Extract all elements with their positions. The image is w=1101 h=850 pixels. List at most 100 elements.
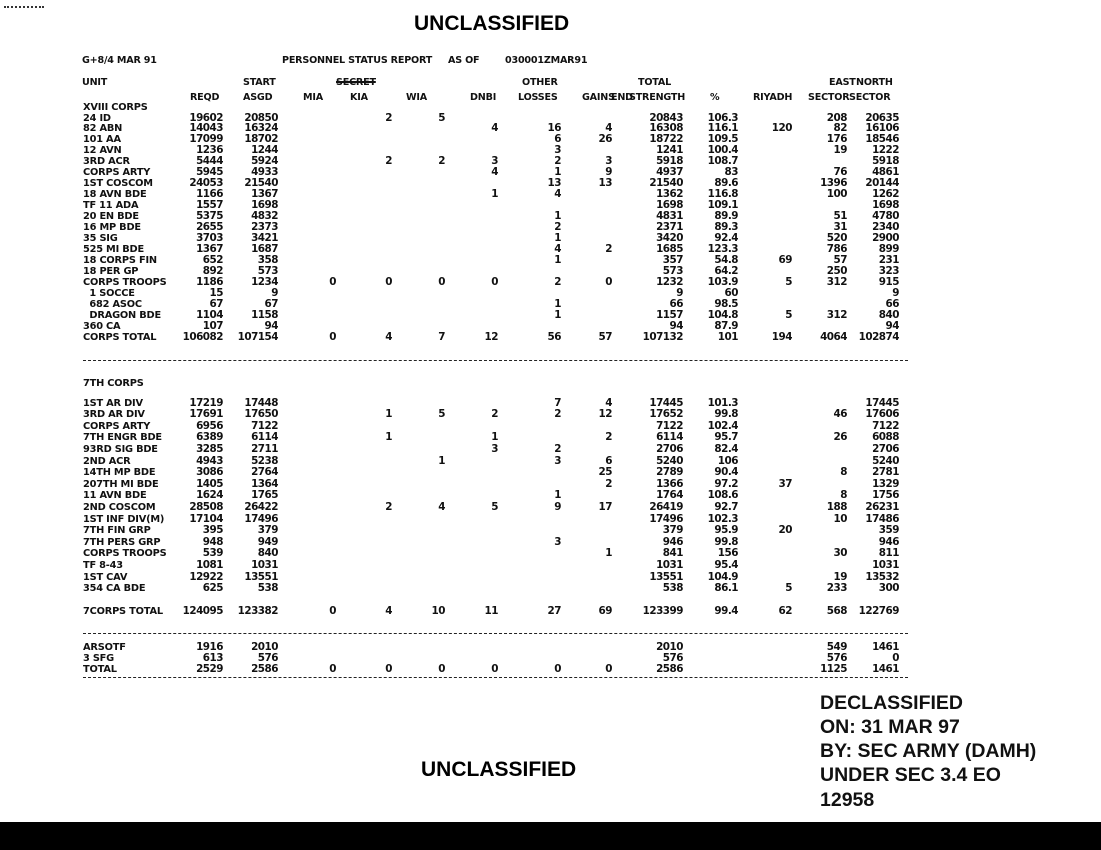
cell-east-sector: 100 — [826, 188, 848, 201]
header-asgd: ASGD — [243, 92, 273, 103]
cell-asgd: 5924 — [251, 155, 278, 168]
cell-wia: 5 — [438, 408, 445, 421]
cell-other-losses: 2 — [554, 442, 561, 455]
cell-end-strength: 576 — [662, 651, 684, 664]
cell-other-losses: 1 — [554, 297, 561, 310]
header-end: END — [611, 92, 633, 103]
header-other: OTHER — [522, 77, 558, 88]
cell-reqd: 395 — [202, 524, 224, 537]
cell-end-strength: 5918 — [656, 155, 683, 168]
cell-asgd: 26422 — [244, 500, 278, 513]
cell-end-strength: 1698 — [656, 199, 683, 212]
cell-wia: 2 — [438, 155, 445, 168]
cell-asgd: 6114 — [251, 431, 278, 444]
cell-north-sector: 17445 — [865, 396, 899, 409]
cell-mia: 0 — [329, 330, 336, 343]
cell-kia: 0 — [385, 275, 392, 288]
cell-north-sector: 9 — [892, 286, 899, 299]
cell-gains: 0 — [605, 275, 612, 288]
cell-percent: 101 — [717, 330, 739, 343]
cell-dnbi: 0 — [491, 662, 498, 675]
cell-east-sector: 31 — [833, 221, 848, 233]
cell-mia: 0 — [329, 662, 336, 675]
cell-other-losses: 2 — [554, 275, 561, 288]
cell-asgd: 1687 — [251, 242, 278, 255]
cell-asgd: 17650 — [244, 408, 278, 421]
declassification-line: ON: 31 MAR 97 — [820, 716, 960, 738]
unit-name: 7TH FIN GRP — [83, 525, 151, 537]
cell-dnbi: 1 — [491, 431, 498, 444]
cell-end-strength: 1366 — [656, 477, 683, 490]
cell-gains: 6 — [605, 454, 612, 467]
classification-marking-bottom: UNCLASSIFIED — [421, 758, 577, 781]
cell-end-strength: 3420 — [656, 231, 683, 244]
cell-reqd: 17104 — [189, 512, 223, 525]
cell-reqd: 1186 — [196, 275, 223, 288]
cell-end-strength: 4937 — [656, 166, 683, 179]
cell-north-sector: 94 — [885, 319, 900, 332]
cell-reqd: 124095 — [182, 604, 224, 617]
cell-asgd: 123382 — [237, 604, 279, 617]
cell-asgd: 1765 — [251, 489, 278, 502]
cell-end-strength: 573 — [662, 264, 684, 277]
cell-asgd: 2586 — [251, 662, 278, 675]
unit-name: 360 CA — [83, 320, 121, 332]
cell-riyadh: 5 — [785, 275, 792, 288]
unit-name: 1ST AR DIV — [83, 397, 143, 409]
cell-east-sector: 520 — [826, 231, 848, 244]
cell-reqd: 6389 — [196, 431, 223, 444]
cell-asgd: 13551 — [244, 570, 278, 583]
header-strength: STRENGTH — [629, 92, 686, 103]
cell-percent: 104.8 — [707, 308, 739, 321]
cell-percent: 99.4 — [714, 604, 738, 617]
cell-asgd: 1244 — [251, 144, 278, 157]
header-wia: WIA — [406, 92, 427, 103]
cell-north-sector: 899 — [878, 242, 900, 255]
header-dnbi: DNBI — [470, 92, 497, 103]
cell-north-sector: 13532 — [865, 570, 899, 583]
cell-east-sector: 176 — [826, 133, 848, 146]
section-divider — [83, 677, 908, 678]
cell-end-strength: 538 — [662, 582, 684, 595]
cell-dnbi: 0 — [491, 275, 498, 288]
cell-reqd: 28508 — [189, 500, 223, 513]
cell-north-sector: 1222 — [872, 144, 899, 157]
cell-reqd: 625 — [202, 582, 224, 595]
cell-other-losses: 2 — [554, 408, 561, 421]
cell-dnbi: 4 — [491, 122, 498, 135]
unit-name: DRAGON BDE — [83, 309, 161, 321]
cell-east-sector: 1125 — [820, 662, 847, 675]
declassification-line: UNDER SEC 3.4 EO — [820, 764, 1001, 786]
header-unit: UNIT — [82, 77, 108, 88]
cell-asgd: 949 — [257, 535, 279, 548]
cell-gains: 1 — [605, 547, 612, 560]
cell-north-sector: 1461 — [872, 662, 899, 675]
cell-dnbi: 2 — [491, 408, 498, 421]
cell-gains: 2 — [605, 242, 612, 255]
cell-end-strength: 66 — [669, 297, 684, 310]
cell-percent: 101.3 — [707, 396, 739, 409]
cell-asgd: 840 — [257, 547, 279, 560]
cell-north-sector: 2706 — [872, 442, 899, 455]
cell-asgd: 1158 — [251, 308, 278, 321]
cell-asgd: 1234 — [251, 275, 278, 288]
cell-reqd: 19602 — [189, 111, 223, 124]
cell-end-strength: 17496 — [649, 512, 683, 525]
cell-reqd: 1166 — [196, 188, 223, 201]
cell-north-sector: 66 — [885, 297, 900, 310]
cell-asgd: 538 — [257, 582, 279, 595]
cell-north-sector: 4861 — [872, 166, 899, 179]
cell-percent: 106.3 — [707, 111, 739, 124]
unit-name: CORPS TOTAL — [83, 331, 157, 343]
cell-percent: 90.4 — [714, 466, 738, 479]
cell-wia: 0 — [438, 662, 445, 675]
unit-name: TOTAL — [83, 663, 117, 675]
cell-asgd: 94 — [264, 319, 279, 332]
cell-riyadh: 120 — [771, 122, 793, 135]
section-title: 7TH CORPS — [83, 377, 144, 389]
cell-percent: 116.8 — [707, 188, 739, 201]
struck-classification-marking: SECRET — [336, 77, 376, 88]
cell-north-sector: 6088 — [872, 431, 899, 444]
cell-dnbi: 4 — [491, 166, 498, 179]
cell-east-sector: 46 — [833, 408, 848, 421]
